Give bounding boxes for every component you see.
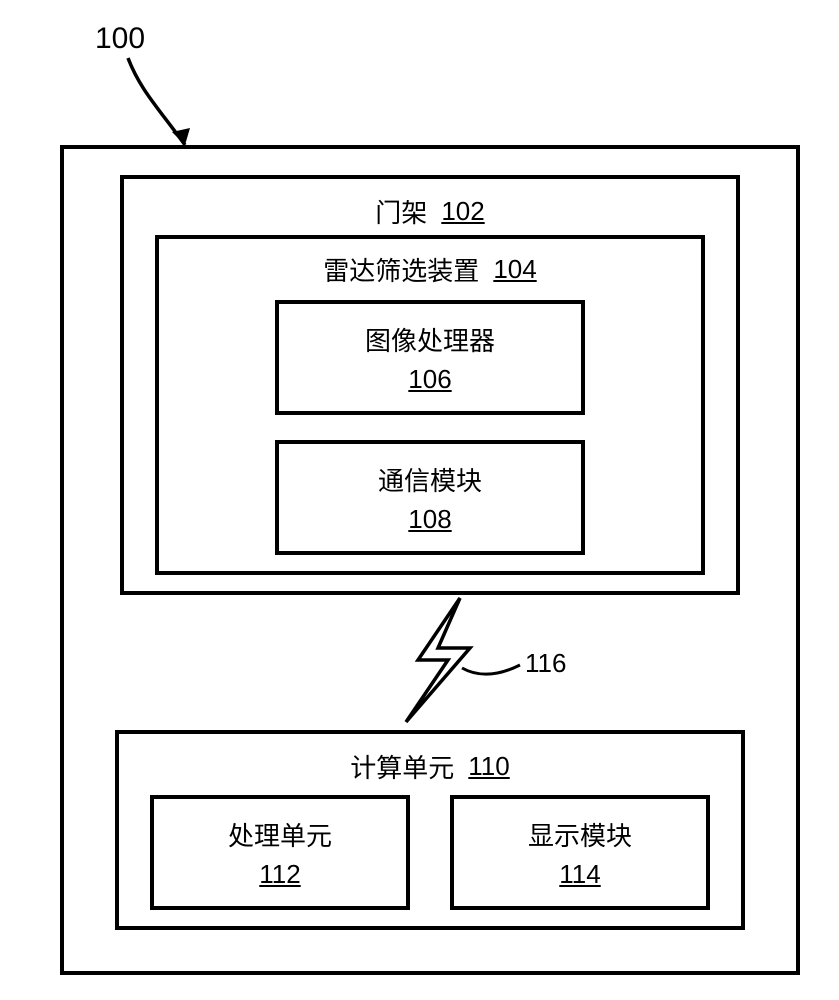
compute-unit-label: 计算单元 <box>350 748 454 785</box>
ref-116-text: 116 <box>525 648 566 678</box>
display-module-box: 显示模块 114 <box>450 795 710 910</box>
processing-unit-label: 处理单元 <box>228 816 332 853</box>
compute-unit-ref: 110 <box>468 751 509 782</box>
display-module-ref: 114 <box>559 859 600 890</box>
processing-unit-ref: 112 <box>259 859 300 890</box>
figure-canvas: 100 门架 102 雷达筛选装置 104 图像处理器 106 通信模块 108 <box>0 0 839 1000</box>
processing-unit-box: 处理单元 112 <box>150 795 410 910</box>
display-module-label: 显示模块 <box>528 816 632 853</box>
ref-116-label: 116 <box>525 648 566 679</box>
